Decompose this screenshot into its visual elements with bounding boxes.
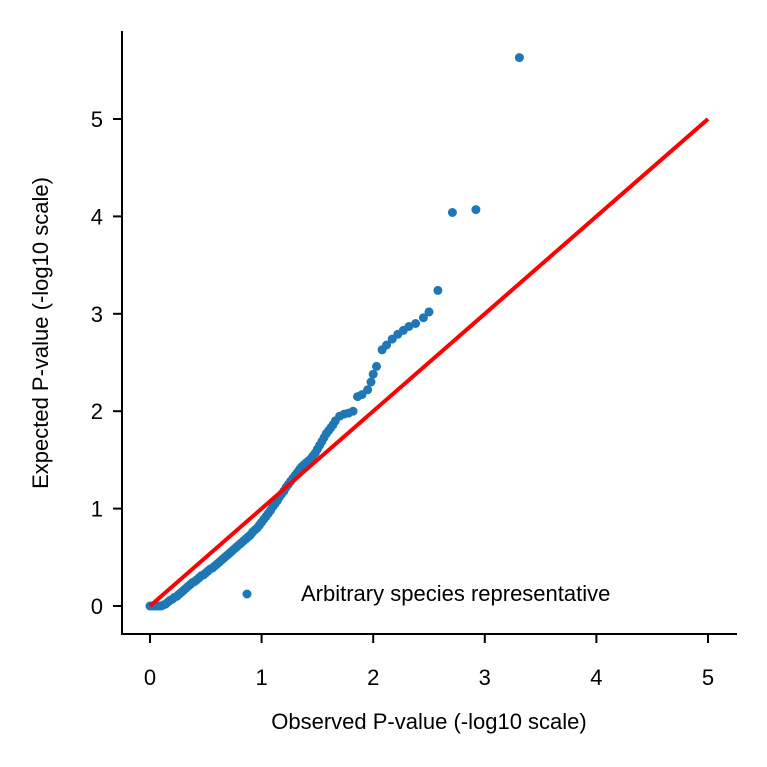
data-point	[348, 406, 358, 416]
x-tick-label: 1	[255, 665, 267, 690]
y-tick-label: 1	[91, 497, 103, 522]
scatter-points	[145, 53, 524, 611]
data-point	[368, 369, 378, 379]
y-axis-label: Expected P-value (-log10 scale)	[28, 177, 53, 489]
data-point	[404, 322, 414, 331]
legend-label: Arbitrary species representative	[301, 581, 610, 606]
data-point	[514, 53, 524, 63]
data-point	[424, 307, 434, 317]
data-point	[372, 361, 381, 371]
x-tick-label: 0	[144, 665, 156, 690]
reference-line	[148, 117, 710, 608]
legend-marker	[242, 589, 252, 599]
x-tick-label: 4	[590, 665, 602, 690]
x-tick-label: 3	[479, 665, 491, 690]
y-tick-label: 5	[91, 107, 103, 132]
y-tick-label: 0	[91, 594, 103, 619]
data-point	[411, 319, 421, 328]
data-point	[418, 313, 428, 323]
y-tick-label: 3	[91, 302, 103, 327]
y-tick-label: 2	[91, 399, 103, 424]
data-point	[471, 205, 481, 215]
data-point	[433, 285, 443, 295]
data-point	[366, 377, 376, 387]
x-axis-label: Observed P-value (-log10 scale)	[271, 709, 586, 734]
data-point	[363, 385, 373, 395]
x-tick-label: 2	[367, 665, 379, 690]
y-tick-label: 4	[91, 204, 103, 229]
x-axis-ticks: 0 1 2 3 4 5	[144, 634, 714, 690]
legend: Arbitrary species representative	[242, 581, 610, 606]
y-axis-ticks: 0 1 2 3 4 5	[91, 107, 122, 619]
x-tick-label: 5	[702, 665, 714, 690]
data-point	[447, 208, 457, 217]
data-point	[382, 340, 392, 350]
